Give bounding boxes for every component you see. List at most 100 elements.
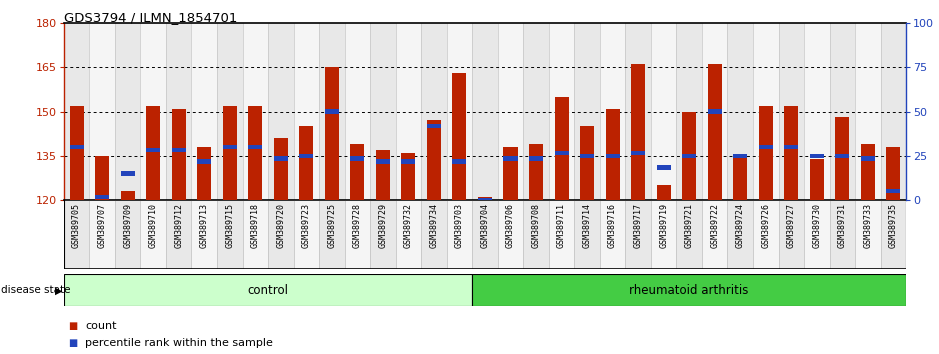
Text: GSM389723: GSM389723 [301, 204, 311, 249]
Bar [503, 147, 517, 200]
Bar [453, 159, 467, 164]
Bar [631, 64, 645, 200]
Bar [523, 23, 548, 200]
Bar [804, 200, 829, 269]
Bar [395, 200, 422, 269]
Bar [95, 195, 109, 199]
Bar [580, 154, 594, 158]
Bar [345, 23, 370, 200]
Bar [89, 200, 115, 269]
Bar [294, 200, 319, 269]
Bar [242, 23, 268, 200]
Bar [778, 23, 804, 200]
Text: GSM389715: GSM389715 [225, 204, 234, 249]
Bar [829, 23, 855, 200]
Text: GSM389724: GSM389724 [736, 204, 745, 249]
Bar [778, 200, 804, 269]
Bar [478, 197, 492, 200]
Bar [172, 148, 186, 152]
Text: GSM389735: GSM389735 [889, 204, 898, 249]
Bar [350, 156, 364, 161]
Text: GDS3794 / ILMN_1854701: GDS3794 / ILMN_1854701 [64, 11, 238, 24]
Text: GSM389731: GSM389731 [838, 204, 847, 249]
Bar [784, 145, 798, 149]
Bar [881, 23, 906, 200]
Bar [89, 23, 115, 200]
Bar [656, 165, 670, 170]
Text: GSM389711: GSM389711 [557, 204, 566, 249]
Bar [166, 200, 192, 269]
Bar [64, 274, 472, 306]
Text: control: control [248, 284, 288, 297]
Text: GSM389721: GSM389721 [685, 204, 694, 249]
Bar [881, 200, 906, 269]
Bar [248, 145, 262, 149]
Bar [548, 200, 575, 269]
Text: GSM389709: GSM389709 [123, 204, 132, 249]
Text: GSM389703: GSM389703 [455, 204, 464, 249]
Text: disease state: disease state [1, 285, 70, 295]
Text: GSM389720: GSM389720 [276, 204, 285, 249]
Text: ■: ■ [69, 338, 78, 348]
Bar [503, 156, 517, 161]
Bar [676, 200, 702, 269]
Bar [447, 200, 472, 269]
Bar [146, 148, 161, 152]
Bar [753, 23, 778, 200]
Bar [809, 154, 824, 158]
Bar [422, 23, 447, 200]
Bar [555, 150, 569, 155]
Bar [861, 156, 875, 161]
Bar [523, 200, 548, 269]
Bar [708, 64, 722, 200]
Bar [248, 105, 262, 200]
Bar [350, 144, 364, 200]
Text: GSM389733: GSM389733 [863, 204, 872, 249]
Bar [855, 23, 881, 200]
Bar [529, 144, 543, 200]
Bar [498, 23, 523, 200]
Bar [427, 120, 441, 200]
Bar [886, 189, 901, 193]
Bar [345, 200, 370, 269]
Bar [651, 200, 676, 269]
Bar [422, 200, 447, 269]
Bar [192, 200, 217, 269]
Bar [575, 200, 600, 269]
Bar [606, 109, 620, 200]
Bar [575, 23, 600, 200]
Bar [197, 159, 211, 164]
Bar [759, 145, 773, 149]
Bar [141, 23, 166, 200]
Bar [733, 154, 747, 158]
Bar [268, 200, 294, 269]
Bar [631, 150, 645, 155]
Text: GSM389717: GSM389717 [634, 204, 642, 249]
Bar [376, 159, 390, 164]
Bar [95, 156, 109, 200]
Bar [804, 23, 829, 200]
Bar [861, 144, 875, 200]
Bar [64, 23, 89, 200]
Bar [472, 23, 498, 200]
Bar [376, 150, 390, 200]
Bar [197, 147, 211, 200]
Bar [319, 200, 345, 269]
Text: GSM389704: GSM389704 [481, 204, 489, 249]
Bar [836, 118, 850, 200]
Text: GSM389732: GSM389732 [404, 204, 413, 249]
Bar [600, 200, 625, 269]
Bar [708, 109, 722, 114]
Bar [447, 23, 472, 200]
Bar [836, 154, 850, 158]
Bar [728, 200, 753, 269]
Bar [784, 105, 798, 200]
Bar [401, 159, 415, 164]
Bar [651, 23, 676, 200]
Bar [453, 73, 467, 200]
Bar [886, 147, 901, 200]
Bar [120, 191, 134, 200]
Bar [625, 200, 651, 269]
Bar [580, 126, 594, 200]
Bar [217, 200, 242, 269]
